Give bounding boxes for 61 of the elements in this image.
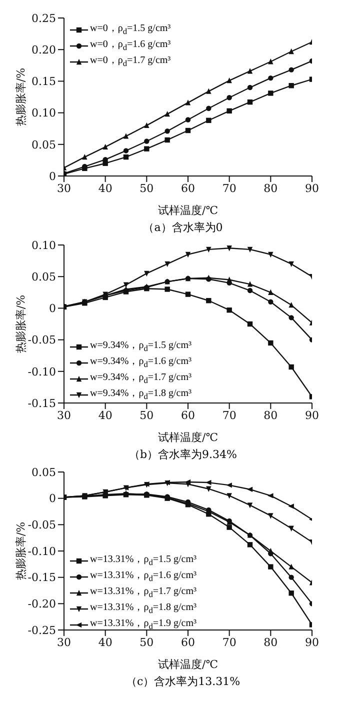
y-tick-label: 0.05 <box>32 138 56 152</box>
y-tick-label: 0.05 <box>32 466 56 479</box>
x-axis-title: 试样温度/℃ <box>158 204 218 217</box>
legend-label: w=13.31%，ρ$_{d}$=1.9 g/cm³ <box>90 617 196 633</box>
x-tick-label: 40 <box>98 636 112 649</box>
legend-label: w=9.34%，ρ$_{d}$=1.5 g/cm³ <box>90 339 192 355</box>
x-tick-label: 80 <box>264 408 278 422</box>
y-axis-title: 热膨胀率/% <box>14 294 28 354</box>
y-axis-title: 热膨胀率/% <box>14 522 28 580</box>
y-tick-label: 0 <box>49 302 56 316</box>
legend-label: w=13.31%，ρ$_{d}$=1.8 g/cm³ <box>90 601 196 617</box>
y-tick-label: 0.20 <box>32 44 56 57</box>
x-tick-label: 50 <box>140 182 154 195</box>
legend-label: w=9.34%，ρ$_{d}$=1.8 g/cm³ <box>90 387 192 403</box>
x-tick-label: 50 <box>140 408 154 422</box>
y-tick-label: -0.25 <box>28 624 56 637</box>
y-tick-label: 0 <box>49 492 56 506</box>
legend-label: w=9.34%，ρ$_{d}$=1.7 g/cm³ <box>90 371 192 387</box>
y-tick-label: 0.10 <box>32 106 56 120</box>
x-tick-label: 90 <box>305 182 319 195</box>
y-tick-label: 0.15 <box>32 75 56 88</box>
x-tick-label: 70 <box>222 408 236 422</box>
legend-label: w=0，ρ$_{d}$=1.7 g/cm³ <box>90 54 171 70</box>
text: （b）含水率为9.34% <box>128 447 238 462</box>
legend-label: w=9.34%，ρ$_{d}$=1.6 g/cm³ <box>90 355 192 371</box>
x-axis-title: 试样温度/℃ <box>158 658 218 671</box>
legend-label: w=0，ρ$_{d}$=1.5 g/cm³ <box>90 22 171 38</box>
x-tick-label: 60 <box>181 182 195 195</box>
text: （c）含水率为13.31% <box>124 674 242 689</box>
legend-label: w=13.31%，ρ$_{d}$=1.5 g/cm³ <box>90 553 196 569</box>
y-tick-label: -0.10 <box>28 544 56 558</box>
y-tick-label: 0.10 <box>32 238 56 252</box>
legend-label: w=13.31%，ρ$_{d}$=1.6 g/cm³ <box>90 569 196 585</box>
x-tick-label: 30 <box>57 182 71 195</box>
legend-label: w=13.31%，ρ$_{d}$=1.7 g/cm³ <box>90 585 196 601</box>
x-tick-label: 60 <box>181 636 195 649</box>
y-axis-title: 热膨胀率/% <box>14 68 28 126</box>
x-axis-title: 试样温度/℃ <box>158 431 218 444</box>
y-tick-label: -0.05 <box>28 334 56 347</box>
x-tick-label: 90 <box>305 636 319 649</box>
y-tick-label: 0.05 <box>32 270 56 284</box>
x-tick-label: 80 <box>264 182 278 195</box>
x-tick-label: 50 <box>140 636 154 649</box>
x-tick-label: 30 <box>57 636 71 649</box>
x-tick-label: 60 <box>181 408 195 422</box>
y-tick-label: -0.20 <box>28 598 56 611</box>
x-tick-label: 30 <box>57 408 71 422</box>
x-tick-label: 90 <box>305 408 319 422</box>
text: （a）含水率为0 <box>142 220 224 235</box>
y-tick-label: -0.05 <box>28 518 56 532</box>
legend-label: w=0，ρ$_{d}$=1.6 g/cm³ <box>90 38 171 54</box>
x-tick-label: 70 <box>222 636 236 649</box>
y-tick-label: 0.25 <box>32 12 56 25</box>
y-tick-label: -0.10 <box>28 365 56 378</box>
y-tick-label: -0.15 <box>28 571 56 584</box>
x-tick-label: 40 <box>98 182 112 195</box>
x-tick-label: 40 <box>98 408 112 422</box>
y-tick-label: -0.15 <box>28 396 56 410</box>
x-tick-label: 70 <box>222 182 236 195</box>
y-tick-label: 0 <box>49 170 56 183</box>
x-tick-label: 80 <box>264 636 278 649</box>
